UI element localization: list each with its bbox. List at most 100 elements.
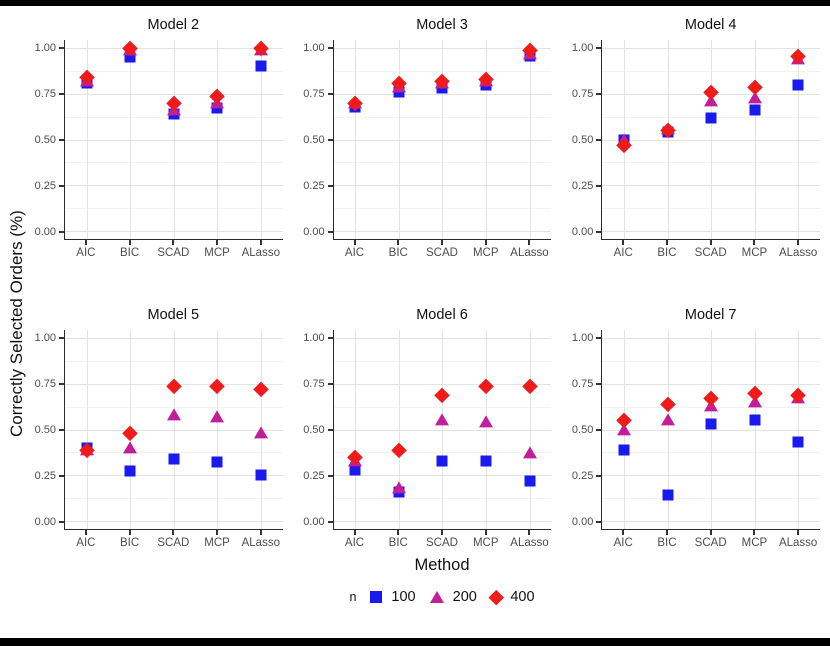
- facet-panel: Model 3 1.00 0.75 0.50 0.25 0.00 AIC BIC SCAD M…: [299, 14, 552, 264]
- data-point-n200-triangle: [166, 408, 181, 421]
- y-tick-mark: [327, 520, 333, 523]
- x-tick-mark: [216, 530, 219, 535]
- y-tick-mark: [59, 337, 64, 340]
- x-tick-label: BIC: [657, 247, 677, 259]
- y-tick-mark: [327, 139, 333, 141]
- x-tick-mark: [797, 240, 800, 245]
- data-point-n100-square: [436, 455, 448, 467]
- x-tick-label: AIC: [344, 247, 365, 259]
- x-axis-title: Method: [414, 556, 470, 574]
- data-point-n200-triangle: [522, 446, 537, 459]
- legend-entry-400: 400: [488, 589, 535, 605]
- data-point-n100-square: [255, 60, 267, 72]
- y-tick-label: 1.00: [303, 42, 325, 55]
- x-tick-mark: [440, 530, 443, 535]
- vertical-gridline: [798, 330, 800, 529]
- data-point-n200-triangle: [617, 422, 632, 435]
- y-tick-label: 0.25: [303, 179, 325, 192]
- data-point-n100-square: [124, 51, 136, 63]
- plot-area: [601, 330, 820, 530]
- data-point-n100-square: [618, 444, 630, 456]
- y-tick-label: 1.00: [571, 42, 594, 55]
- data-point-n200-triangle: [123, 441, 138, 454]
- y-tick-label: 1.00: [303, 332, 325, 345]
- facet-panel: Model 6 1.00 0.75 0.50 0.25 0.00 AIC BIC SCAD M…: [299, 304, 552, 554]
- x-tick-mark: [353, 530, 356, 535]
- y-tick-mark: [596, 520, 602, 523]
- x-tick-mark: [84, 530, 87, 535]
- x-axis-ticks: AIC BIC SCAD MCP ALasso: [601, 240, 820, 264]
- x-tick-label: ALasso: [510, 247, 549, 259]
- x-tick-label: MCP: [741, 247, 768, 259]
- legend-entry-100: 100: [370, 589, 416, 605]
- data-point-n200-triangle: [704, 94, 719, 107]
- vertical-gridline: [355, 330, 357, 529]
- y-tick-mark: [596, 383, 602, 386]
- facet-panel: Model 7 1.00 0.75 0.50 0.25 0.00 AIC BIC SCAD M…: [567, 304, 820, 554]
- facet-panel: Model 4 1.00 0.75 0.50 0.25 0.00 AIC BIC SCAD M…: [567, 14, 820, 264]
- x-tick-mark: [753, 240, 756, 245]
- y-tick-label: 0.75: [34, 88, 56, 101]
- x-tick-label: AIC: [613, 537, 633, 549]
- data-point-n400-diamond: [391, 442, 407, 458]
- legend-entry-200: 200: [429, 589, 477, 605]
- x-tick-label: AIC: [76, 537, 96, 549]
- vertical-gridline: [667, 330, 669, 529]
- data-point-n100-square: [705, 418, 717, 430]
- facet-body: 1.00 0.75 0.50 0.25 0.00: [567, 330, 820, 530]
- x-tick-label: ALasso: [241, 537, 280, 549]
- data-point-n200-triangle: [479, 415, 494, 428]
- top-frame-bar: [0, 0, 830, 6]
- vertical-gridline: [486, 40, 488, 239]
- y-tick-mark: [596, 474, 602, 477]
- facet-title: Model 2: [147, 17, 200, 33]
- vertical-gridline: [754, 330, 756, 529]
- y-tick-label: 0.50: [303, 424, 325, 436]
- x-tick-label: SCAD: [157, 247, 190, 259]
- data-point-n100-square: [349, 464, 361, 476]
- y-tick-label: 0.25: [34, 179, 56, 192]
- x-tick-label: MCP: [204, 537, 230, 549]
- y-tick-mark: [59, 139, 64, 141]
- facet-title: Model 4: [684, 17, 737, 33]
- y-tick-label: 0.25: [34, 469, 56, 482]
- vertical-gridline: [442, 40, 444, 239]
- facet-title: Model 5: [147, 307, 200, 323]
- data-point-n100-square: [480, 455, 492, 467]
- legend-square-icon: [370, 591, 383, 603]
- x-tick-mark: [353, 240, 356, 245]
- x-tick-mark: [484, 240, 487, 245]
- facet-body: 1.00 0.75 0.50 0.25 0.00: [299, 330, 552, 530]
- x-tick-mark: [484, 530, 487, 535]
- y-tick-mark: [59, 230, 64, 233]
- y-tick-label: 0.50: [571, 424, 594, 436]
- y-tick-label: 0.75: [303, 378, 325, 391]
- y-tick-mark: [596, 93, 602, 96]
- y-tick-mark: [327, 337, 333, 340]
- x-tick-label: MCP: [472, 247, 499, 259]
- data-point-n100-square: [436, 82, 448, 94]
- x-tick-label: ALasso: [241, 247, 280, 259]
- plot-area: [601, 40, 820, 240]
- vertical-gridline: [217, 330, 219, 529]
- x-axis-ticks: AIC BIC SCAD MCP ALasso: [333, 240, 552, 264]
- y-tick-label: 0.75: [571, 88, 594, 101]
- facet-title: Model 6: [416, 307, 468, 323]
- legend-diamond-icon: [488, 589, 504, 605]
- y-tick-mark: [59, 474, 64, 477]
- x-tick-label: ALasso: [510, 537, 549, 549]
- data-point-n200-triangle: [391, 481, 406, 494]
- y-tick-label: 0.25: [571, 469, 594, 482]
- bottom-frame-bar: [0, 638, 830, 646]
- data-point-n100-square: [749, 414, 761, 426]
- x-tick-mark: [528, 530, 531, 535]
- x-tick-mark: [172, 240, 175, 245]
- x-tick-mark: [397, 530, 400, 535]
- data-point-n400-diamond: [478, 378, 494, 394]
- x-axis-ticks: AIC BIC SCAD MCP ALasso: [64, 530, 283, 554]
- y-axis-title: Correctly Selected Orders (%): [7, 210, 26, 438]
- legend-triangle-icon: [429, 591, 444, 603]
- x-tick-mark: [172, 530, 175, 535]
- data-point-n100-square: [749, 104, 761, 116]
- y-axis-ticks: 1.00 0.75 0.50 0.25 0.00: [30, 40, 64, 240]
